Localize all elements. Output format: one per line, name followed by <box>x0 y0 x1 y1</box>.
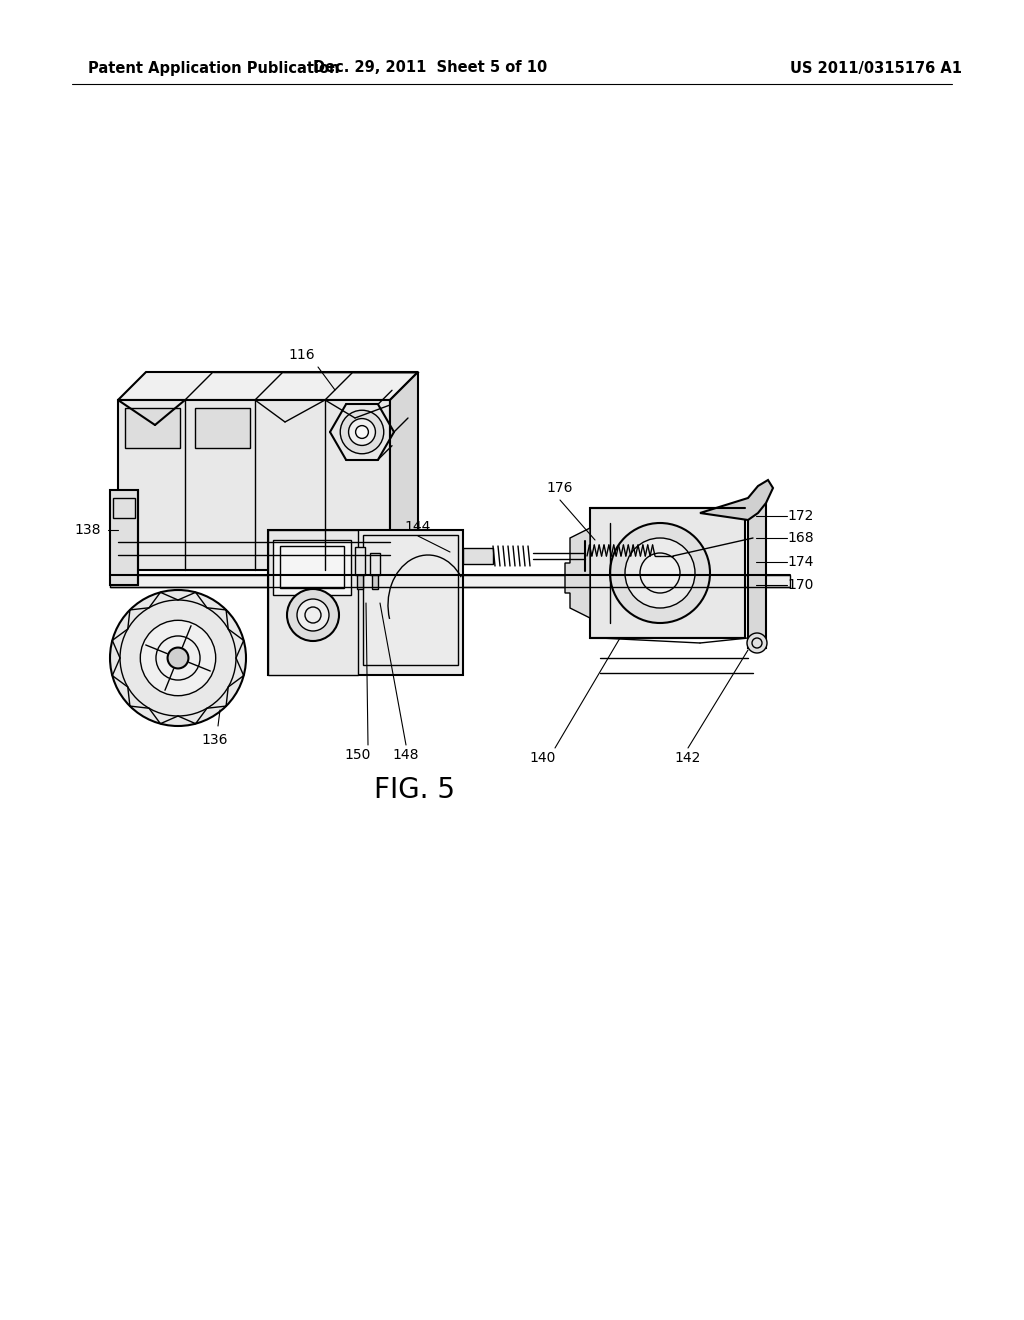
Circle shape <box>610 523 710 623</box>
Text: Patent Application Publication: Patent Application Publication <box>88 61 340 75</box>
Bar <box>113 498 135 517</box>
Circle shape <box>625 539 695 609</box>
Bar <box>362 535 458 665</box>
Bar <box>370 553 380 576</box>
Bar <box>280 546 344 587</box>
Polygon shape <box>118 372 418 400</box>
Bar <box>268 531 463 675</box>
Bar <box>355 546 365 576</box>
Circle shape <box>640 553 680 593</box>
Polygon shape <box>390 372 418 570</box>
Bar <box>110 576 790 587</box>
Text: 174: 174 <box>787 554 813 569</box>
Text: 150: 150 <box>345 748 371 762</box>
Bar <box>357 576 362 589</box>
Bar <box>110 490 138 585</box>
Circle shape <box>340 411 384 454</box>
Text: 176: 176 <box>547 480 573 495</box>
Text: 170: 170 <box>787 578 813 591</box>
Circle shape <box>287 589 339 642</box>
Text: US 2011/0315176 A1: US 2011/0315176 A1 <box>790 61 962 75</box>
Bar <box>268 531 358 675</box>
Bar <box>273 540 351 595</box>
Bar <box>590 508 745 638</box>
Polygon shape <box>118 400 390 570</box>
Circle shape <box>746 634 767 653</box>
Polygon shape <box>748 503 766 648</box>
Circle shape <box>168 648 188 668</box>
Circle shape <box>110 590 246 726</box>
Text: 148: 148 <box>393 748 419 762</box>
Circle shape <box>355 425 369 438</box>
Text: Dec. 29, 2011  Sheet 5 of 10: Dec. 29, 2011 Sheet 5 of 10 <box>313 61 547 75</box>
Text: 144: 144 <box>404 520 431 535</box>
Text: 168: 168 <box>787 531 814 545</box>
Text: 136: 136 <box>202 733 228 747</box>
Bar <box>372 576 378 589</box>
Text: 116: 116 <box>289 348 315 362</box>
Polygon shape <box>565 528 590 618</box>
Text: 172: 172 <box>787 510 813 523</box>
Circle shape <box>297 599 329 631</box>
Bar <box>125 408 180 447</box>
Text: FIG. 5: FIG. 5 <box>375 776 456 804</box>
Circle shape <box>140 620 216 696</box>
Bar <box>195 408 250 447</box>
Text: 140: 140 <box>529 751 556 766</box>
Text: 142: 142 <box>675 751 701 766</box>
Polygon shape <box>700 480 773 520</box>
Bar <box>463 548 493 564</box>
Circle shape <box>348 418 376 445</box>
Text: 138: 138 <box>75 523 101 537</box>
